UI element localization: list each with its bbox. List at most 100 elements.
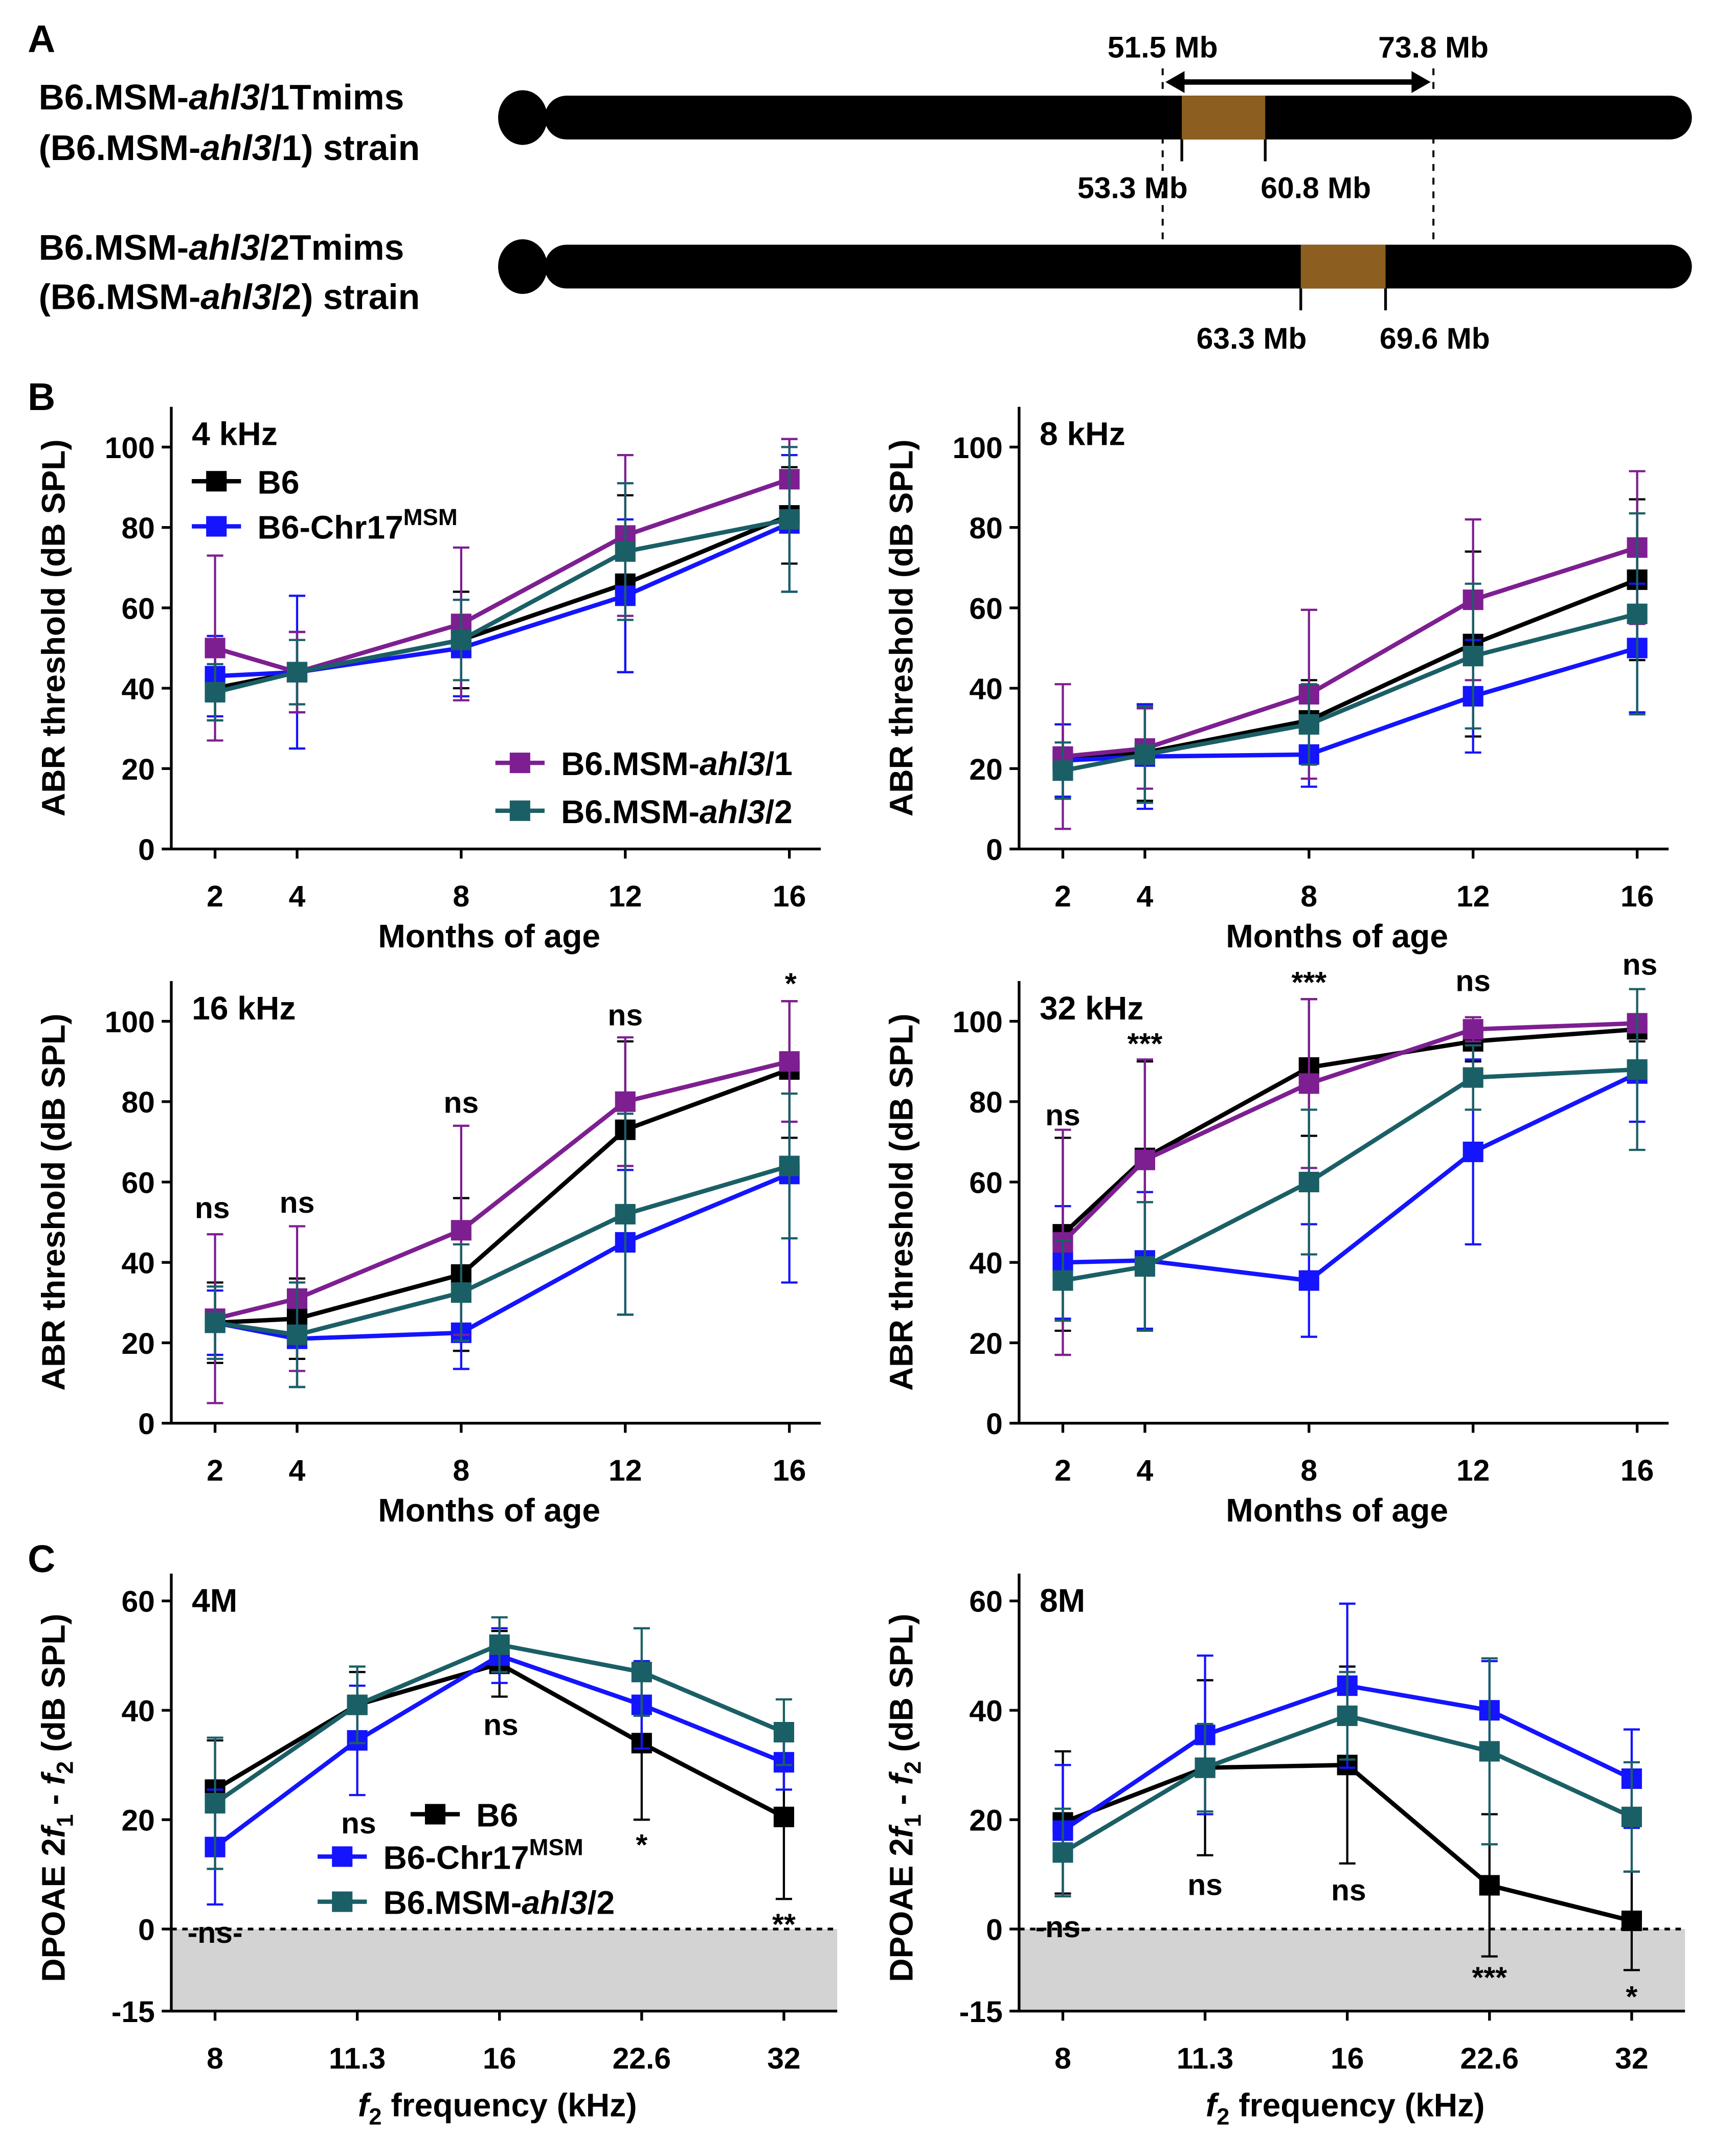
panel-label-b: B: [28, 375, 55, 418]
chromosome-1: [544, 96, 1692, 140]
series-ahl3_2: [205, 1092, 800, 1389]
significance-annotation: ns: [1623, 948, 1658, 982]
legend-label: B6-Chr17MSM: [383, 1834, 583, 1876]
data-point-ahl3_2: [615, 1204, 636, 1224]
data-point-ahl3_1: [1462, 1019, 1483, 1040]
x-axis-label: Months of age: [378, 1492, 600, 1529]
y-axis-label: DPOAE 2f1 - f2 (dB SPL): [883, 1614, 926, 1982]
x-tick-label: 16: [1621, 880, 1654, 913]
y-tick-label: 40: [121, 1695, 154, 1728]
x-tick-label: 11.3: [1177, 2042, 1233, 2075]
significance-annotation: ns: [1045, 1099, 1081, 1132]
x-tick-label: 4: [289, 1454, 306, 1487]
y-tick-label: 100: [105, 432, 155, 465]
data-point-ahl3_2: [779, 509, 800, 530]
interval-start-label: 51.5 Mb: [1108, 31, 1218, 64]
x-tick-label: 2: [1054, 880, 1071, 913]
chart-4: -15 0 20 40 60 8 11.3 16 22.6 32 4M f2 frequency (k…: [35, 1573, 838, 2129]
data-point-ahl3_1: [615, 1091, 636, 1112]
chart-0: 0 20 40 60 80 100 2 4 8 12 16 4 kHz Months of age ABR…: [35, 406, 821, 955]
data-point-ahl3_2: [286, 662, 308, 683]
legend-marker: [206, 471, 227, 492]
strain-1-name: B6.MSM-ahl3/1Tmims: [39, 77, 404, 117]
series-ahl3_2: [1052, 988, 1648, 1332]
legend-label: B6-Chr17MSM: [257, 504, 457, 546]
chart-1: 0 20 40 60 80 100 2 4 8 12 16 8 kHz Months of age ABR…: [883, 406, 1669, 955]
y-tick-label: 20: [969, 1327, 1002, 1360]
region-2-start-label: 63.3 Mb: [1197, 322, 1307, 355]
x-tick-label: 12: [609, 880, 642, 913]
legend-marker: [332, 1846, 353, 1867]
strain-2-name: B6.MSM-ahl3/2Tmims: [39, 228, 404, 267]
chart-5: -15 0 20 40 60 8 11.3 16 22.6 32 8M f2 frequency (k…: [883, 1573, 1685, 2129]
significance-annotation: ns: [608, 999, 643, 1032]
data-point-ahl3_2: [773, 1721, 795, 1743]
y-tick-label: 60: [969, 592, 1002, 625]
x-axis-label: Months of age: [378, 918, 600, 955]
y-tick-label: 0: [986, 833, 1003, 867]
x-axis-label: Months of age: [1226, 1492, 1448, 1529]
chart-2: 0 20 40 60 80 100 2 4 8 12 16 16 kHz Months of age AB…: [35, 967, 821, 1529]
data-point-ahl3_2: [1462, 646, 1483, 667]
panel-a-chromosome-map: B6.MSM-ahl3/1Tmims (B6.MSM-ahl3/1) strai…: [39, 31, 1692, 355]
x-tick-label: 32: [767, 2042, 800, 2075]
legend-label: B6.MSM-ahl3/1: [561, 745, 793, 782]
data-point-ahl3_2: [347, 1694, 368, 1715]
legend-item-ahl3_2: B6.MSM-ahl3/2: [495, 793, 793, 830]
significance-annotation: ns: [444, 1086, 479, 1120]
centromere-2: [498, 239, 548, 294]
x-tick-label: 4: [289, 880, 306, 913]
data-point-ahl3_2: [1052, 1842, 1073, 1863]
data-point-ahl3_2: [1052, 760, 1073, 781]
legend-item-chr17: B6-Chr17MSM: [192, 504, 458, 546]
significance-annotation: ***: [1291, 966, 1326, 999]
legend-label: B6.MSM-ahl3/2: [383, 1885, 615, 1921]
y-tick-label: 20: [121, 1804, 154, 1837]
y-tick-label: 60: [969, 1166, 1002, 1199]
data-point-B6: [773, 1806, 795, 1827]
data-point-ahl3_2: [286, 1324, 308, 1345]
y-tick-label: 0: [138, 833, 155, 867]
data-point-chr17: [1462, 1141, 1483, 1163]
data-point-ahl3_2: [1195, 1757, 1216, 1778]
chart-title: 8M: [1040, 1582, 1085, 1619]
x-label-subscript: 2: [1217, 2103, 1229, 2129]
significance-annotation: ***: [1472, 1961, 1507, 1994]
y-tick-label: 20: [121, 1327, 154, 1360]
data-point-ahl3_2: [1298, 1171, 1319, 1193]
y-tick-label: 100: [953, 1006, 1003, 1039]
significance-annotation: ns: [483, 1708, 519, 1741]
data-point-ahl3_2: [489, 1634, 510, 1655]
data-point-ahl3_2: [205, 1312, 226, 1333]
data-point-ahl3_2: [451, 629, 471, 650]
data-point-ahl3_1: [205, 638, 226, 659]
series-ahl3_2: [1052, 1657, 1642, 1898]
x-tick-label: 16: [1621, 1454, 1654, 1487]
y-axis-label: DPOAE 2f1 - f2 (dB SPL): [35, 1614, 78, 1982]
y-tick-label: 20: [121, 753, 154, 786]
data-point-ahl3_1: [1298, 1073, 1319, 1094]
y-tick-label: 0: [138, 1913, 155, 1946]
y-axis-label: ABR threshold (dB SPL): [35, 439, 72, 816]
x-tick-label: 8: [207, 2042, 223, 2075]
legend-label: B6: [476, 1797, 518, 1834]
x-tick-label: 11.3: [329, 2042, 386, 2075]
data-point-ahl3_2: [1479, 1741, 1500, 1762]
y-tick-label: 60: [969, 1585, 1002, 1619]
data-point-ahl3_2: [779, 1155, 800, 1176]
y-tick-label: 0: [986, 1408, 1003, 1441]
x-tick-label: 12: [1456, 880, 1490, 913]
significance-annotation: **: [772, 1908, 796, 1941]
significance-annotation: *: [1626, 1981, 1637, 2014]
msm-region-2: [1300, 244, 1386, 289]
x-tick-label: 8: [453, 880, 470, 913]
legend-label: B6: [257, 464, 299, 501]
y-tick-label: 40: [969, 673, 1002, 706]
data-point-ahl3_2: [1621, 1806, 1642, 1827]
strain-2-alias: (B6.MSM-ahl3/2) strain: [39, 277, 420, 316]
x-tick-label: 16: [773, 880, 806, 913]
interval-end-label: 73.8 Mb: [1378, 31, 1489, 64]
data-point-ahl3_1: [451, 1220, 471, 1241]
